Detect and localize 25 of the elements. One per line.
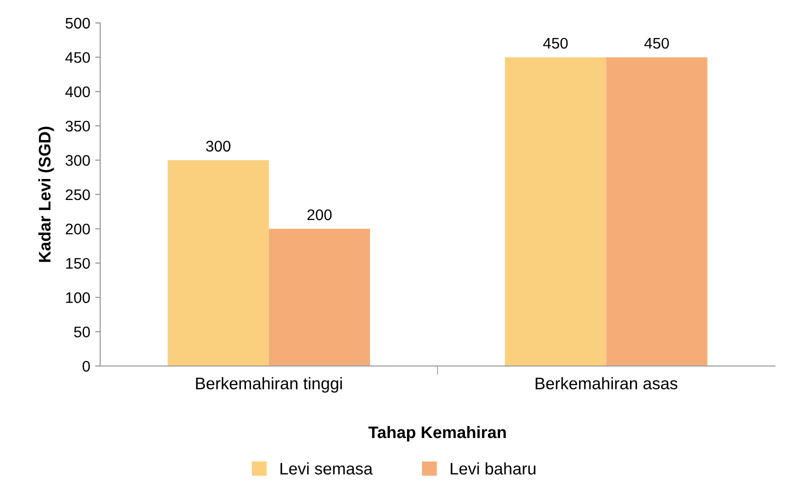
data-label: 450 [644, 38, 669, 49]
y-tick-label: 50 [74, 326, 90, 338]
data-label: 200 [307, 209, 332, 220]
bar [606, 57, 708, 366]
legend-label: Levi semasa [280, 462, 373, 475]
y-tick-label: 400 [65, 86, 90, 98]
y-tick-label: 350 [66, 120, 90, 132]
y-tick-label: 0 [82, 360, 90, 372]
y-tick-label: 200 [66, 224, 90, 234]
y-tick-label: 100 [66, 292, 90, 304]
y-tick-label: 250 [66, 189, 90, 200]
y-tick-label: 150 [66, 258, 90, 269]
x-tick-label: Berkemahiran asas [536, 377, 678, 390]
data-label: 300 [206, 140, 230, 152]
y-axis-title: Kadar Levi (SGD) [38, 126, 54, 262]
bar [504, 57, 606, 366]
bar [268, 228, 370, 366]
y-tick-label: 300 [66, 155, 90, 166]
legend-label: Levi baharu [450, 462, 536, 475]
y-tick-label: 500 [66, 18, 90, 29]
x-tick-label: Berkemahiran tinggi [196, 377, 342, 393]
data-label: 450 [543, 38, 568, 49]
y-tick-label: 450 [65, 52, 90, 63]
bar [168, 160, 269, 366]
x-axis-title: Tahap Kemahiran [368, 426, 506, 442]
